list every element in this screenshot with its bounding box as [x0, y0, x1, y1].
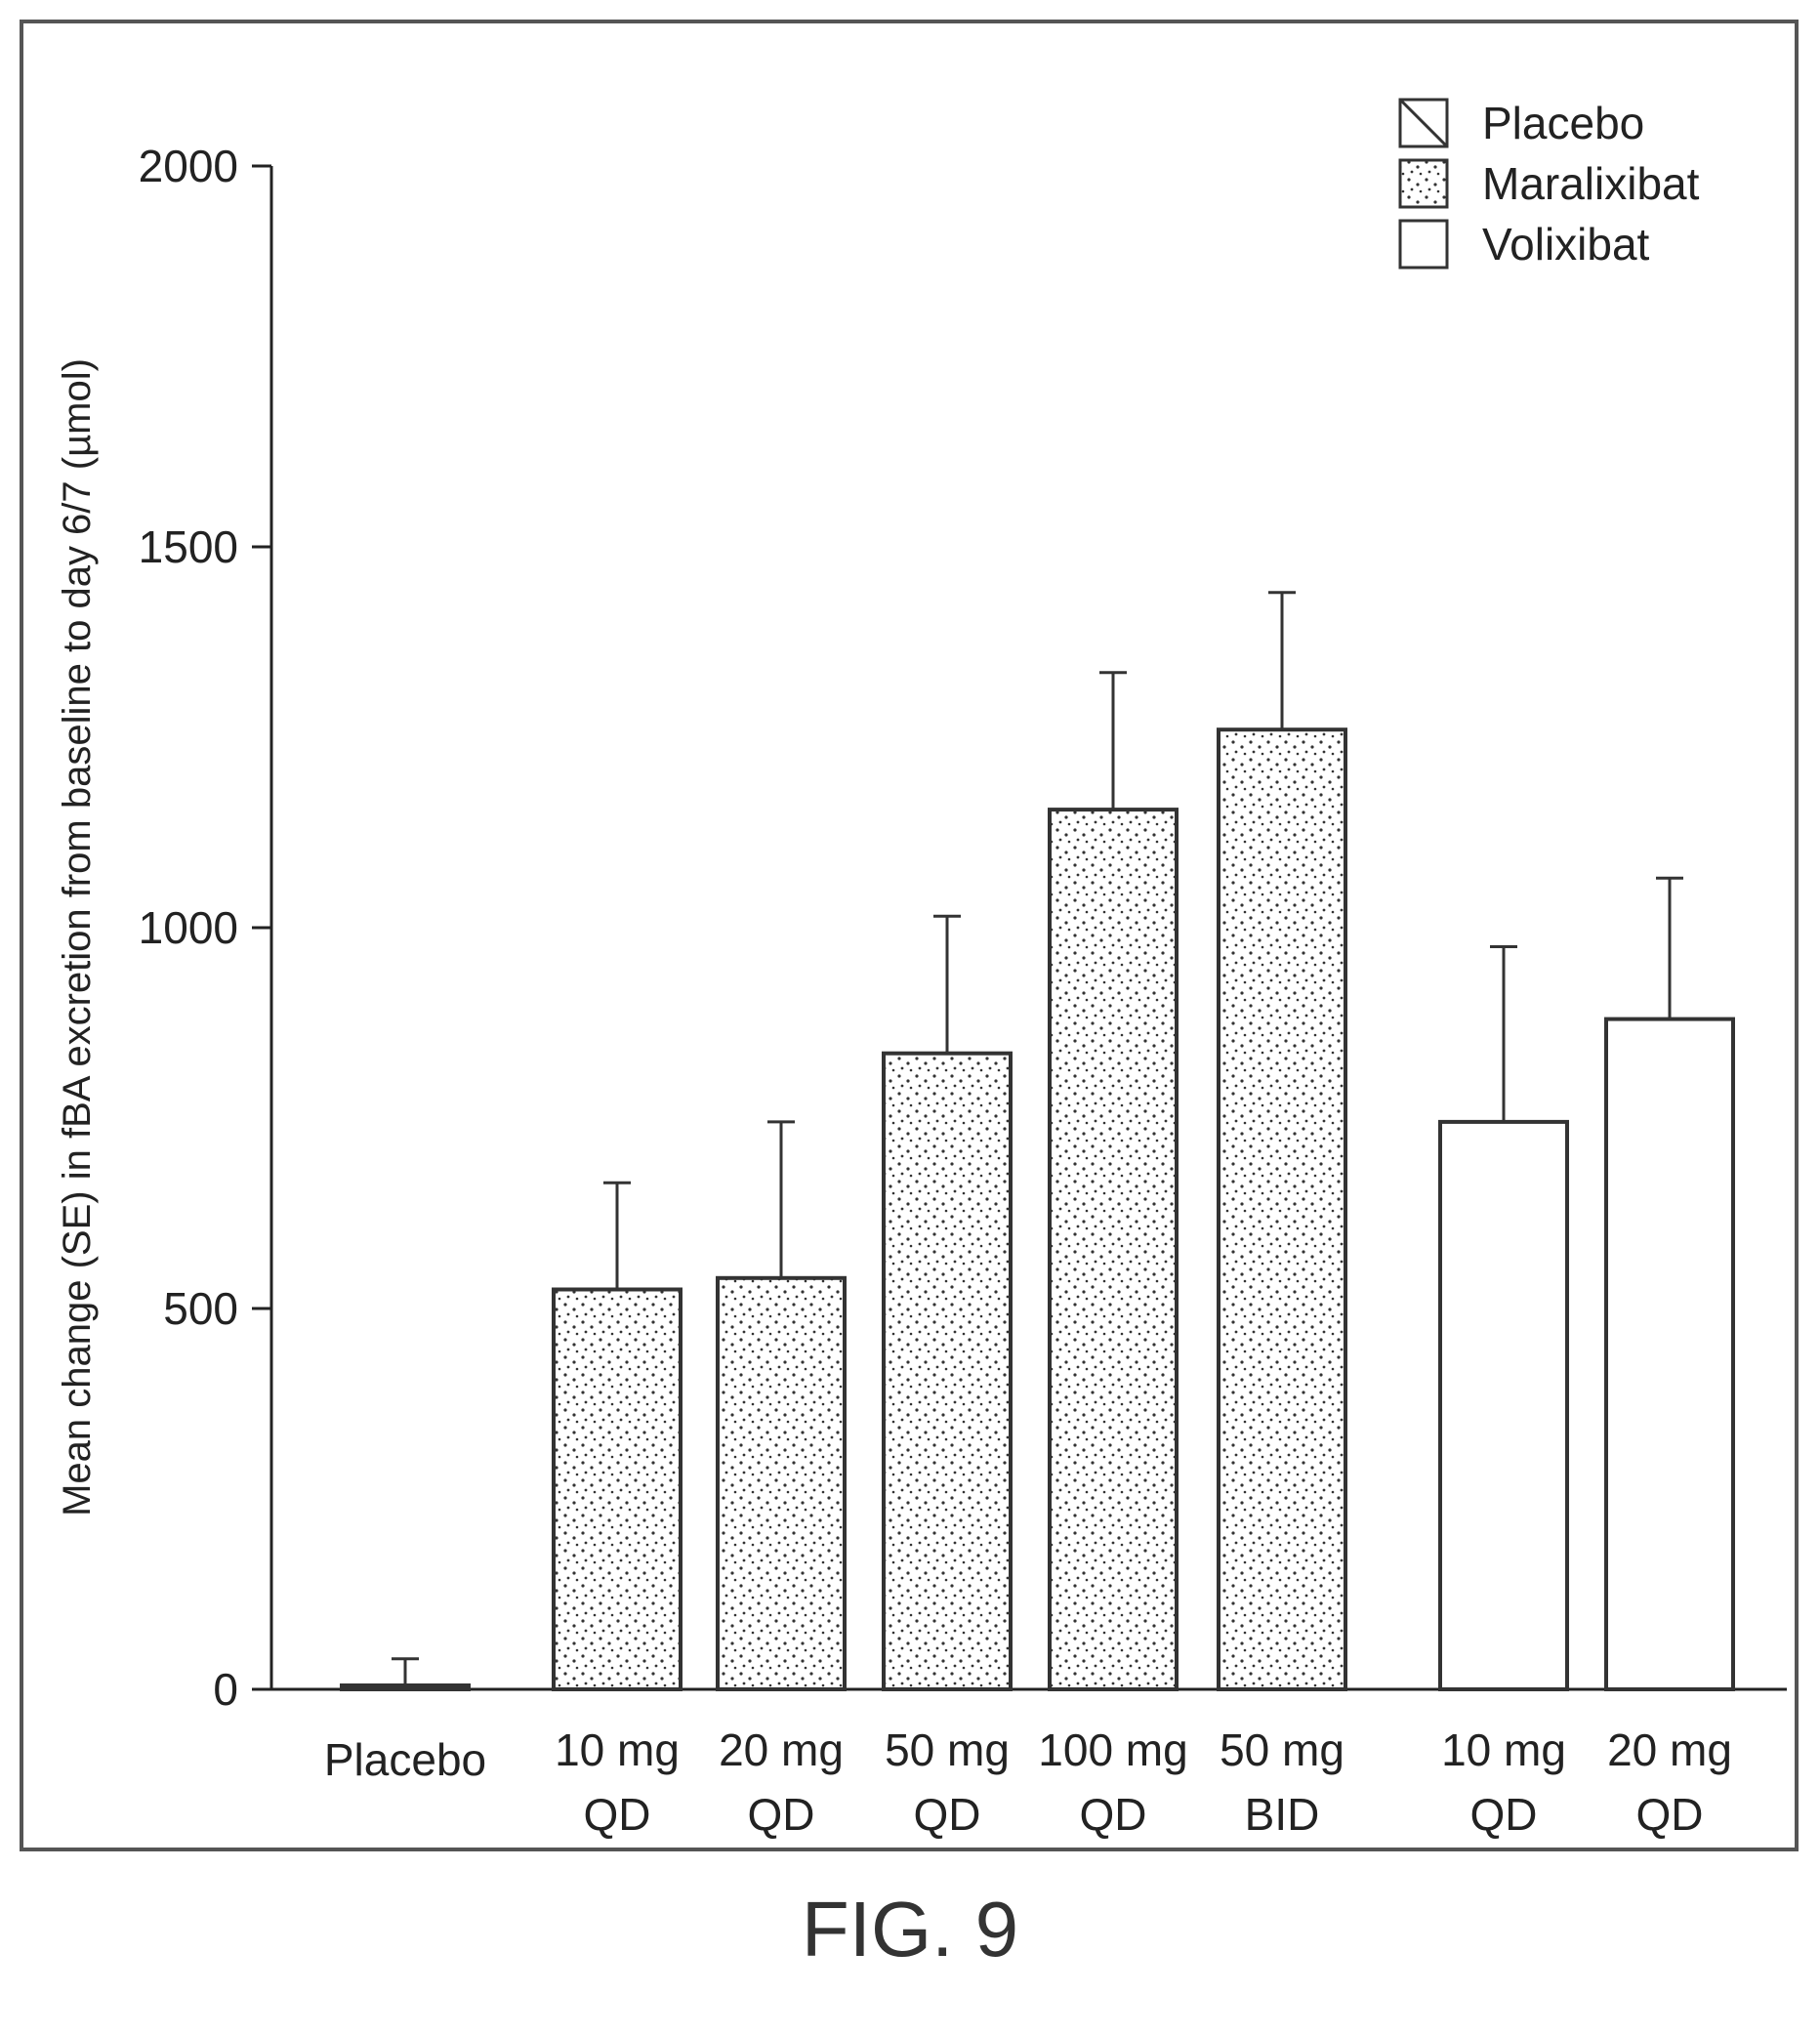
- figure-caption: FIG. 9: [801, 1886, 1019, 1973]
- bar: [552, 1287, 682, 1691]
- category-label-line2: QD: [1080, 1789, 1147, 1840]
- legend-swatch: [1398, 158, 1449, 209]
- bar: [1217, 727, 1347, 1691]
- y-tick-label: 500: [163, 1283, 238, 1334]
- y-tick-label: 2000: [139, 141, 238, 191]
- y-tick-label: 1000: [139, 902, 238, 953]
- category-label-line1: 10 mg: [1441, 1724, 1566, 1775]
- legend-hatch-line: [1398, 98, 1449, 148]
- category-label-line2: QD: [1636, 1789, 1704, 1840]
- category-label-line2: QD: [748, 1789, 815, 1840]
- category-label-line1: Placebo: [324, 1734, 486, 1785]
- category-label-line2: BID: [1245, 1789, 1320, 1840]
- legend-swatch: [1398, 219, 1449, 270]
- category-label-line1: 20 mg: [1607, 1724, 1732, 1775]
- figure-frame: [20, 20, 1799, 1851]
- category-label-line2: QD: [1470, 1789, 1538, 1840]
- category-label-line2: QD: [914, 1789, 981, 1840]
- bar: [716, 1275, 847, 1692]
- category-labels: Placebo 10 mg QD 20 mg QD 50 mg QD 100 mg QD 50 m…: [324, 1724, 1732, 1840]
- y-ticks: 0 500 1000 1500 2000: [139, 141, 271, 1715]
- category-label-line1: 50 mg: [1220, 1724, 1344, 1775]
- y-axis-label: Mean change (SE) in fBA excretion from b…: [56, 358, 99, 1516]
- category-label-line1: 100 mg: [1038, 1724, 1187, 1775]
- bar: [1438, 1119, 1569, 1691]
- legend-label: Volixibat: [1482, 219, 1650, 270]
- category-label-line1: 10 mg: [555, 1724, 680, 1775]
- legend-label: Maralixibat: [1482, 158, 1700, 209]
- bar: [882, 1051, 1013, 1691]
- bars: [340, 591, 1735, 1692]
- bar: [1048, 808, 1179, 1691]
- bar: [1604, 1017, 1735, 1691]
- y-tick-label: 1500: [139, 521, 238, 572]
- category-label-line1: 50 mg: [885, 1724, 1010, 1775]
- category-label-line1: 20 mg: [719, 1724, 844, 1775]
- bar: [340, 1683, 471, 1691]
- legend-label: Placebo: [1482, 98, 1644, 148]
- category-label-line2: QD: [584, 1789, 651, 1840]
- legend: Placebo Maralixibat Volixibat: [1398, 98, 1700, 270]
- y-tick-label: 0: [213, 1664, 238, 1715]
